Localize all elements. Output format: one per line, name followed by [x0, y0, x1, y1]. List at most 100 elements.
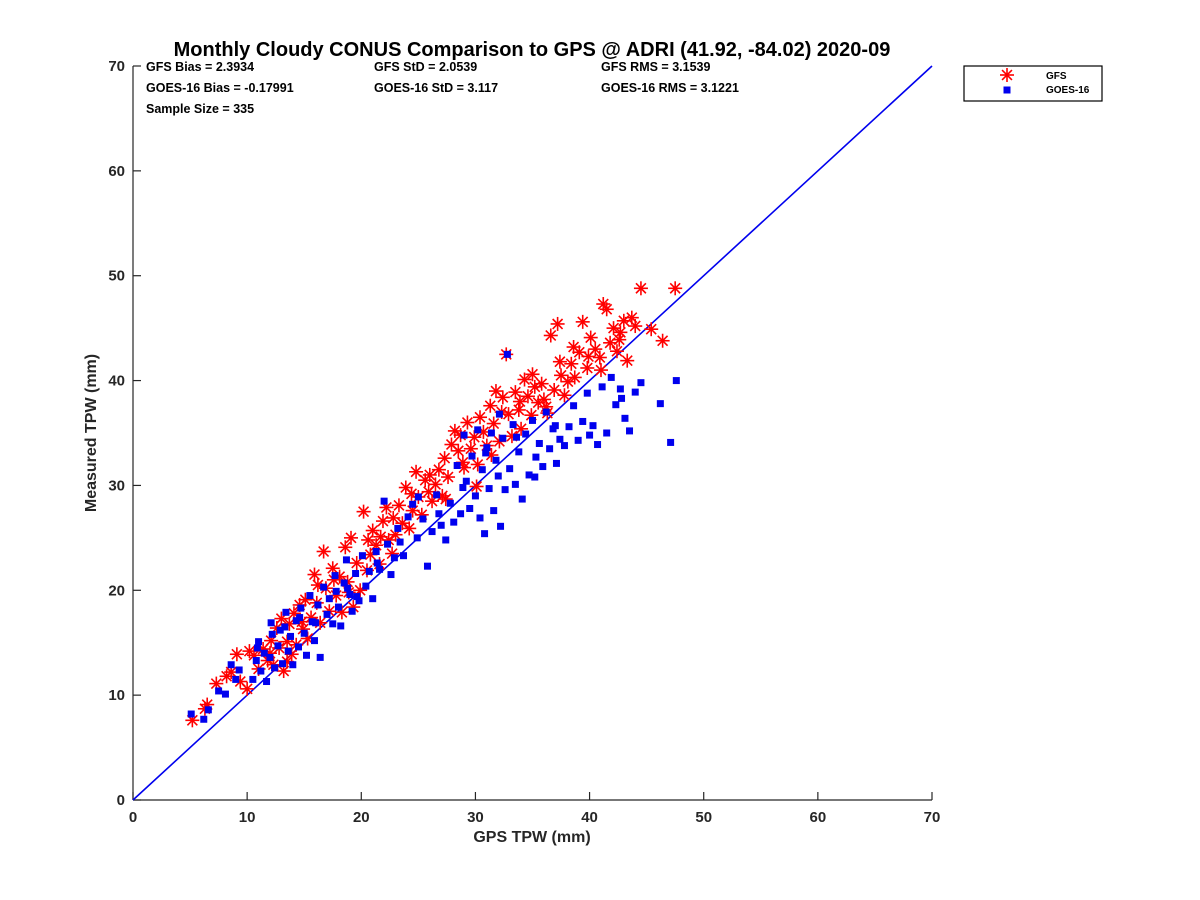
goes16-point [482, 449, 490, 457]
gfs-point [307, 567, 322, 582]
gfs-point [486, 416, 501, 431]
goes16-point [598, 383, 606, 391]
chart-title: Monthly Cloudy CONUS Comparison to GPS @… [174, 39, 891, 61]
y-tick-label: 0 [117, 792, 125, 809]
x-tick-label: 50 [695, 809, 712, 826]
gfs-point [209, 676, 224, 691]
goes16-point [297, 604, 305, 612]
goes16-point [546, 445, 554, 453]
goes16-point [515, 448, 523, 456]
y-tick-label: 20 [108, 582, 125, 599]
goes16-point [255, 638, 263, 646]
gfs-point [431, 462, 446, 477]
gfs-point [552, 354, 567, 369]
gfs-point [620, 353, 635, 368]
gfs-point [655, 333, 670, 348]
goes16-point [499, 434, 507, 442]
gfs-point [567, 370, 582, 385]
x-tick-label: 10 [239, 809, 256, 826]
goes16-point [267, 619, 275, 627]
goes16-point [583, 389, 591, 397]
goes16-point [481, 530, 489, 538]
goes16-point [589, 422, 597, 430]
goes16-point [495, 410, 503, 418]
gfs-point [441, 470, 456, 485]
goes16-point [437, 521, 445, 529]
goes16-point [284, 647, 292, 655]
goes16-point [433, 491, 441, 499]
gfs-point [469, 479, 484, 494]
goes16-point [306, 592, 314, 600]
gfs-point [581, 349, 596, 364]
gfs-point [599, 302, 614, 317]
goes16-point [535, 439, 543, 447]
gfs-point [583, 330, 598, 345]
goes16-point [471, 492, 479, 500]
goes16-point [450, 518, 458, 526]
legend-box [963, 65, 1103, 102]
gfs-point [361, 532, 376, 547]
goes16-point [531, 473, 539, 481]
goes16-point [570, 402, 578, 410]
goes16-point [556, 435, 564, 443]
goes16-point [413, 534, 421, 542]
goes16-point [509, 421, 517, 429]
goes16-point [373, 559, 381, 567]
goes16-point [419, 515, 427, 523]
goes16-point [312, 619, 320, 627]
goes16-point [274, 642, 282, 650]
gfs-point [463, 441, 478, 456]
goes16-point [346, 590, 354, 598]
goes16-point [320, 583, 328, 591]
gfs-point [437, 451, 452, 466]
legend-goes-marker [1003, 86, 1011, 94]
gfs-point [592, 350, 607, 365]
stat-goes-std: GOES-16 StD = 3.117 [374, 81, 498, 95]
plot-area [132, 65, 933, 801]
goes16-point [252, 657, 260, 665]
goes16-point [235, 666, 243, 674]
gfs-point [375, 514, 390, 529]
goes16-point [282, 608, 290, 616]
goes16-point [532, 453, 540, 461]
goes16-point [476, 514, 484, 522]
goes16-point [457, 510, 465, 518]
goes16-point [204, 706, 212, 714]
gfs-point [628, 319, 643, 334]
x-tick-label: 0 [129, 809, 137, 826]
goes16-point [281, 623, 289, 631]
y-tick-label: 50 [108, 268, 125, 285]
goes16-point [342, 556, 350, 564]
legend-gfs-label: GFS [1046, 71, 1067, 82]
goes16-point [352, 570, 360, 578]
goes16-point [323, 610, 331, 618]
goes16-point [460, 431, 468, 439]
gfs-point [483, 398, 498, 413]
goes16-point [365, 567, 373, 575]
gfs-point [609, 344, 624, 359]
gfs-point [373, 529, 388, 544]
gfs-point [386, 510, 401, 525]
gfs-point [520, 389, 535, 404]
goes16-point [344, 584, 352, 592]
goes16-point [513, 433, 521, 441]
gfs-point [240, 681, 255, 696]
goes16-point [462, 477, 470, 485]
goes16-point [574, 436, 582, 444]
y-tick-label: 70 [108, 58, 125, 75]
goes16-point [369, 595, 377, 603]
gfs-point [428, 477, 443, 492]
gfs-point [514, 421, 529, 436]
gfs-point [402, 521, 417, 536]
y-tick-label: 40 [108, 373, 125, 390]
goes16-point [529, 416, 536, 424]
goes16-point [442, 536, 450, 544]
gfs-point [495, 390, 510, 405]
goes16-point [337, 622, 345, 630]
stat-gfs-std: GFS StD = 2.0539 [374, 60, 477, 74]
goes16-point [603, 429, 611, 437]
goes16-point [227, 661, 235, 669]
goes16-point [446, 499, 454, 507]
goes16-point [612, 401, 620, 409]
goes16-point [400, 552, 408, 560]
